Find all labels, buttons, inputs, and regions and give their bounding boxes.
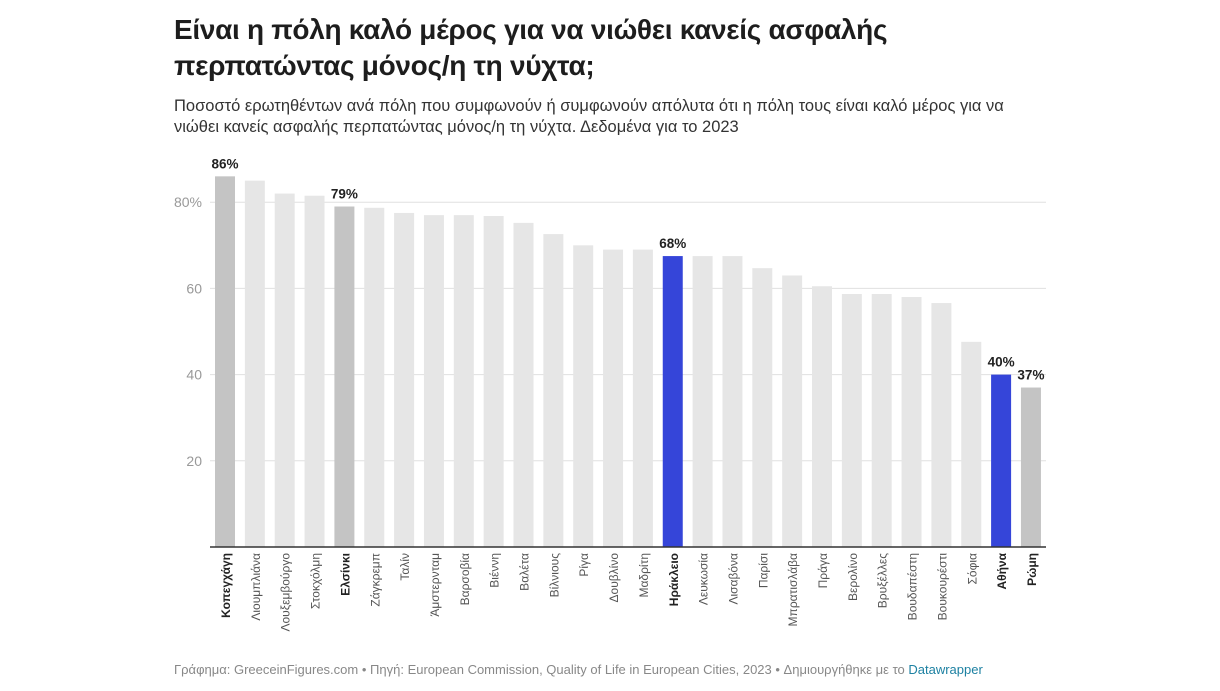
- footer: Γράφημα: GreeceinFigures.com • Πηγή: Eur…: [174, 662, 983, 677]
- x-tick-label: Μαδρίτη: [637, 553, 651, 598]
- chart-subtitle: Ποσοστό ερωτηθέντων ανά πόλη που συμφωνο…: [174, 97, 1004, 136]
- datawrapper-link[interactable]: Datawrapper: [908, 662, 983, 677]
- x-tick-label: Βιέννη: [488, 553, 502, 588]
- x-tick-label: Βαλέτα: [518, 553, 532, 591]
- bar: [364, 207, 385, 548]
- x-tick-label: Ελσίνκι: [338, 553, 352, 596]
- x-tick-label: Στοκχόλμη: [309, 553, 323, 609]
- x-tick-label: Κοπεγχάγη: [219, 553, 233, 618]
- x-tick-label: Πράγα: [816, 553, 830, 588]
- bar: [782, 275, 803, 547]
- x-tick-label: Δουβλίνο: [607, 553, 621, 603]
- bar: [215, 176, 235, 547]
- y-tick-label: 20: [186, 453, 202, 469]
- bar: [1020, 387, 1041, 547]
- x-tick-label: Ταλίν: [398, 553, 412, 581]
- bar: [692, 256, 713, 547]
- y-tick-label: 80%: [174, 194, 202, 210]
- bar: [274, 193, 295, 547]
- x-tick-label: Βίλνιους: [547, 553, 561, 598]
- bar: [394, 212, 415, 547]
- bar: [543, 234, 564, 547]
- x-tick-label: Βουδαπέστη: [906, 553, 920, 620]
- bar: [632, 249, 653, 548]
- x-tick-label: Βερολίνο: [846, 553, 860, 601]
- x-tick-label: Λευκωσία: [697, 553, 711, 605]
- footer-credits: Γράφημα: GreeceinFigures.com • Πηγή: Eur…: [174, 662, 909, 677]
- bar: [961, 341, 982, 547]
- bar: [752, 268, 773, 547]
- x-tick-label: Ζάγκρεμπ: [368, 553, 382, 607]
- bar: [931, 303, 952, 547]
- x-tick-label: Λισαβόνα: [726, 553, 740, 605]
- y-tick-label: 40: [186, 367, 202, 383]
- data-label: 68%: [659, 236, 686, 251]
- x-tick-label: Βουκουρέστι: [935, 553, 949, 621]
- bar: [841, 294, 862, 547]
- bar: [453, 215, 474, 547]
- x-tick-label: Ρίγα: [577, 553, 591, 577]
- chart-title: Είναι η πόλη καλό μέρος για να νιώθει κα…: [174, 14, 888, 81]
- x-tick-label: Σόφια: [965, 553, 979, 585]
- bar: [483, 215, 504, 547]
- bar: [423, 215, 444, 547]
- bar: [871, 294, 892, 547]
- bar: [991, 374, 1012, 547]
- bar: [513, 222, 534, 547]
- bar: [244, 180, 265, 547]
- bar: [573, 245, 594, 548]
- x-tick-label: Λουξεμβούργο: [279, 553, 293, 632]
- data-label: 79%: [331, 187, 358, 202]
- x-tick-label: Μπρατισλάβα: [786, 553, 800, 627]
- x-tick-label: Άμστερνταμ: [428, 553, 442, 617]
- x-tick-label: Παρίσι: [756, 553, 770, 589]
- bar: [334, 206, 355, 547]
- x-tick-label: Αθήνα: [995, 552, 1009, 589]
- bar: [603, 249, 624, 548]
- bar: [901, 297, 922, 547]
- x-tick-label: Βαρσοβία: [458, 553, 472, 605]
- bar: [662, 256, 683, 547]
- x-tick-label: Ηράκλειο: [667, 553, 681, 606]
- bar: [812, 286, 832, 547]
- x-tick-label: Λιουμπλιάνα: [249, 553, 263, 621]
- bar: [304, 195, 325, 548]
- x-tick-label: Ρώμη: [1025, 553, 1039, 586]
- y-tick-label: 60: [186, 280, 202, 296]
- data-label: 37%: [1017, 368, 1044, 383]
- data-label: 40%: [988, 355, 1015, 370]
- bar: [722, 256, 743, 547]
- x-tick-label: Βρυξέλλες: [876, 553, 890, 608]
- data-label: 86%: [211, 156, 238, 171]
